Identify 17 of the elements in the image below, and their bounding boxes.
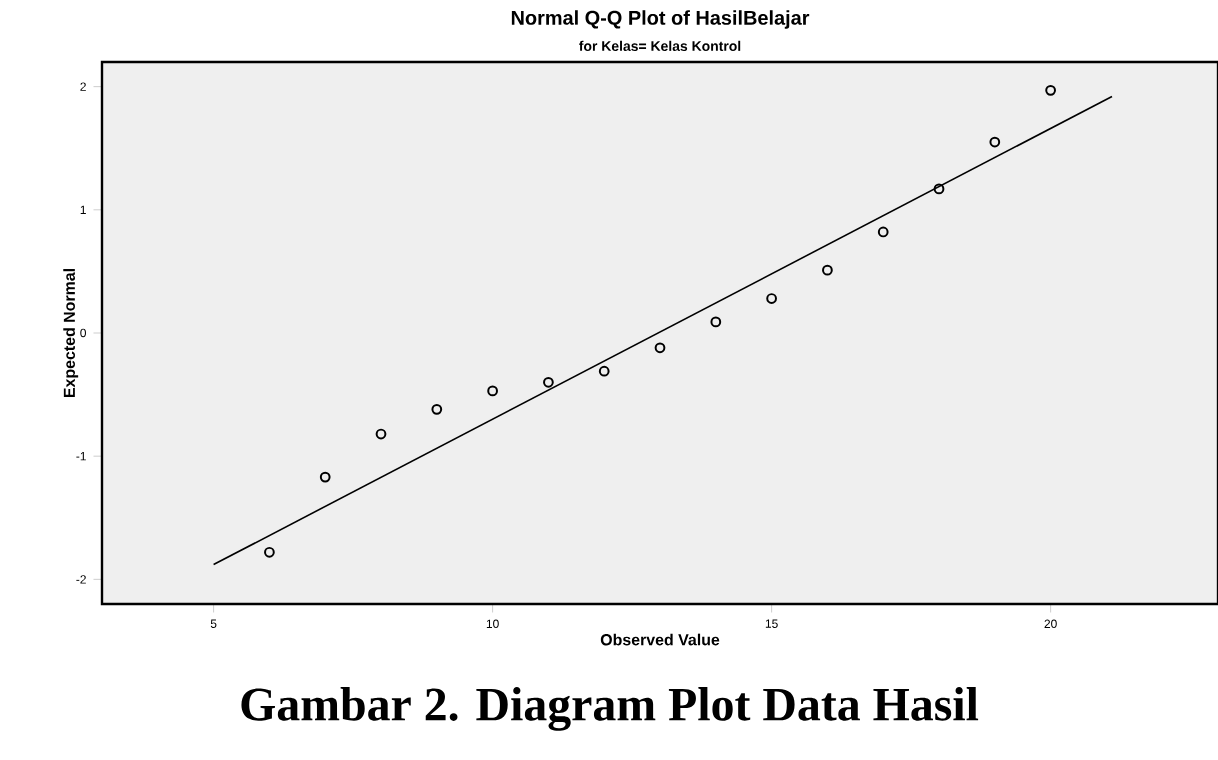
point <box>822 264 833 276</box>
point <box>766 293 777 304</box>
point <box>543 376 554 388</box>
point <box>487 385 498 397</box>
point <box>431 403 443 415</box>
point <box>654 342 666 354</box>
point <box>710 316 722 328</box>
point <box>375 428 387 440</box>
point <box>933 183 945 195</box>
point <box>877 226 889 238</box>
chart-title: Normal Q-Q Plot of HasilBelajar <box>511 10 810 29</box>
point <box>598 365 610 377</box>
point <box>989 136 1001 148</box>
point <box>319 471 331 483</box>
point <box>1045 84 1056 96</box>
text: Gambar 2. Diagram Plot Data Hasil <box>241 687 979 731</box>
point <box>264 546 275 558</box>
